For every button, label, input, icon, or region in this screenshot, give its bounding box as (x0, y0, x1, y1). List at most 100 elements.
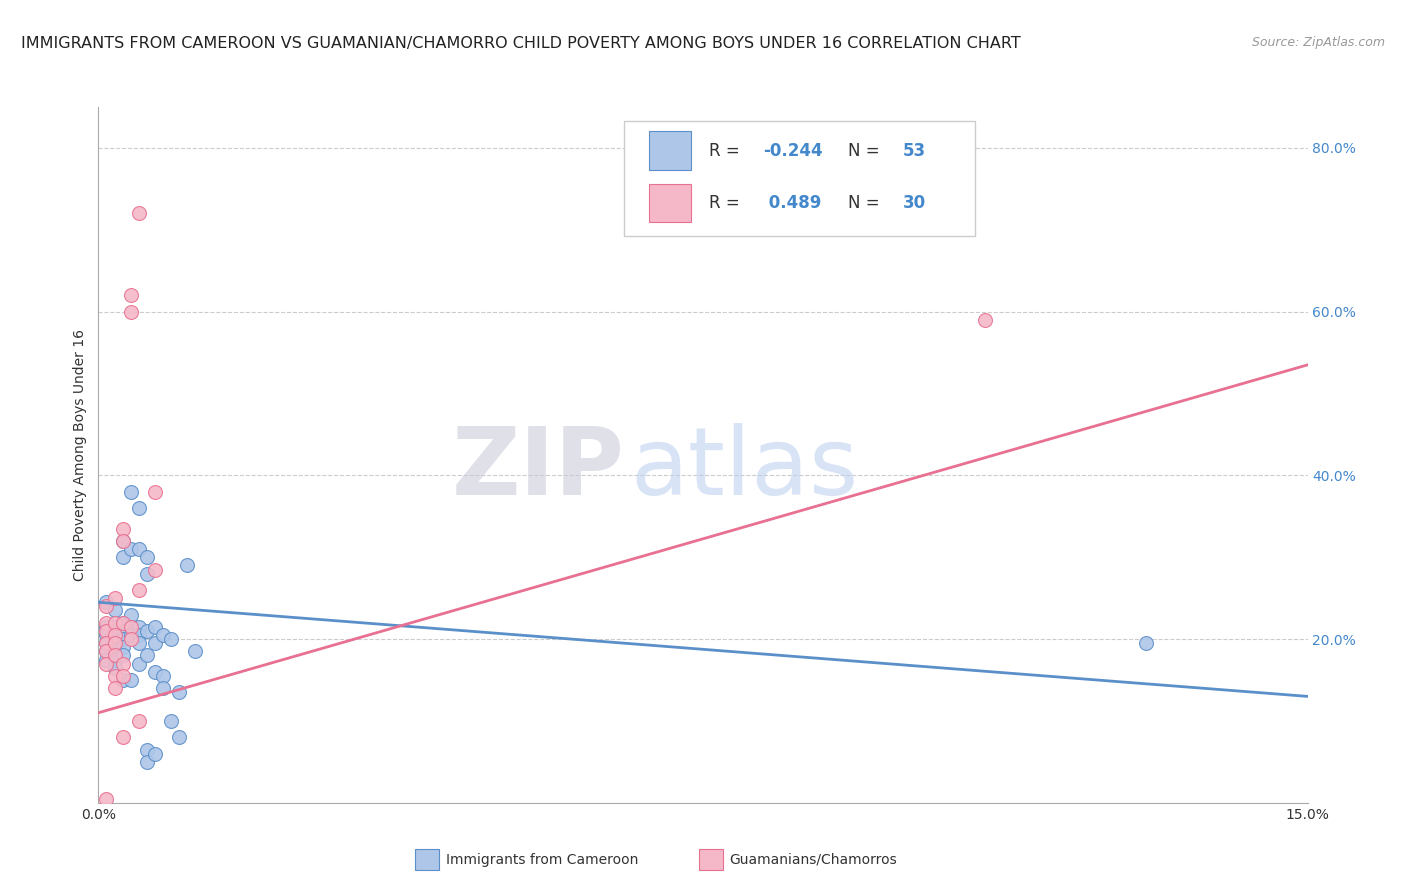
Point (143, 747, 166, 761)
Point (128, 714, 150, 728)
Point (111, 522, 134, 536)
Point (111, 648, 134, 663)
Point (128, 636, 150, 650)
Point (152, 669, 174, 683)
Point (111, 669, 134, 683)
Point (103, 620, 125, 634)
Point (167, 731, 190, 745)
Point (143, 562, 166, 576)
Point (103, 681, 125, 696)
Point (111, 624, 134, 638)
Point (176, 558, 198, 573)
Point (103, 628, 125, 642)
Point (167, 685, 190, 699)
Text: 30: 30 (903, 194, 925, 211)
Point (96, 636, 118, 650)
Point (135, 648, 157, 663)
Point (1135, 636, 1157, 650)
Point (103, 628, 125, 642)
Point (111, 673, 134, 687)
Point (128, 628, 150, 642)
Text: N =: N = (848, 194, 884, 211)
Text: Source: ZipAtlas.com: Source: ZipAtlas.com (1251, 36, 1385, 49)
Point (96, 657, 118, 671)
Point (128, 582, 150, 597)
Point (974, 313, 997, 327)
Text: 0.489: 0.489 (763, 194, 823, 211)
Point (96, 599, 118, 614)
Text: Guamanians/Chamorros: Guamanians/Chamorros (730, 853, 897, 867)
Point (120, 628, 142, 642)
Point (103, 636, 125, 650)
Text: -0.244: -0.244 (763, 142, 823, 160)
Point (120, 288, 142, 302)
Point (96, 636, 118, 650)
Point (143, 665, 166, 679)
Point (96, 615, 118, 630)
Point (152, 628, 174, 642)
Text: ZIP: ZIP (451, 423, 624, 515)
Point (160, 632, 183, 646)
Text: N =: N = (848, 142, 884, 160)
Point (96, 652, 118, 666)
Point (96, 624, 118, 638)
Point (103, 661, 125, 675)
FancyBboxPatch shape (648, 131, 690, 169)
Point (120, 542, 142, 557)
Point (120, 632, 142, 646)
Point (128, 206, 150, 220)
Point (128, 657, 150, 671)
Point (120, 620, 142, 634)
Point (152, 681, 174, 696)
Text: 53: 53 (903, 142, 925, 160)
Point (184, 644, 207, 658)
Point (103, 648, 125, 663)
Point (111, 657, 134, 671)
Text: IMMIGRANTS FROM CAMEROON VS GUAMANIAN/CHAMORRO CHILD POVERTY AMONG BOYS UNDER 16: IMMIGRANTS FROM CAMEROON VS GUAMANIAN/CH… (21, 36, 1021, 51)
Point (103, 669, 125, 683)
Point (120, 607, 142, 622)
Point (135, 742, 157, 756)
Point (103, 603, 125, 617)
Point (143, 484, 166, 499)
Point (96, 791, 118, 805)
Point (111, 550, 134, 565)
Point (111, 632, 134, 646)
Point (111, 533, 134, 548)
Text: Immigrants from Cameroon: Immigrants from Cameroon (446, 853, 638, 867)
Text: atlas: atlas (630, 423, 859, 515)
Point (96, 595, 118, 609)
Point (111, 731, 134, 745)
Point (96, 644, 118, 658)
Point (128, 501, 150, 516)
Point (96, 620, 118, 634)
Text: R =: R = (709, 194, 751, 211)
Point (120, 620, 142, 634)
Point (111, 615, 134, 630)
Point (103, 636, 125, 650)
Point (135, 624, 157, 638)
Point (111, 640, 134, 655)
Point (96, 628, 118, 642)
FancyBboxPatch shape (648, 184, 690, 222)
Point (111, 533, 134, 548)
Point (135, 755, 157, 769)
Point (103, 591, 125, 606)
Y-axis label: Child Poverty Among Boys Under 16: Child Poverty Among Boys Under 16 (73, 329, 87, 581)
Point (143, 620, 166, 634)
Point (135, 566, 157, 581)
Point (135, 550, 157, 565)
Point (120, 304, 142, 318)
Point (120, 673, 142, 687)
Point (111, 615, 134, 630)
Point (103, 644, 125, 658)
Point (120, 484, 142, 499)
Text: R =: R = (709, 142, 745, 160)
Point (103, 615, 125, 630)
Point (143, 636, 166, 650)
Point (160, 714, 183, 728)
Point (128, 620, 150, 634)
Point (103, 652, 125, 666)
FancyBboxPatch shape (624, 121, 976, 235)
Point (128, 542, 150, 557)
